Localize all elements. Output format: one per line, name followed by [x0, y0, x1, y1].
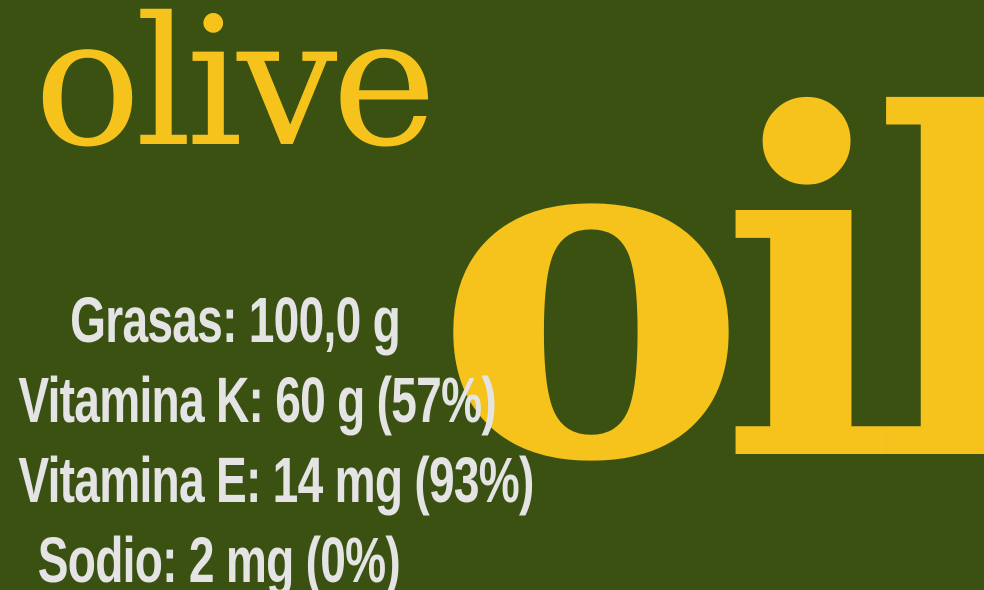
title-oil: oil: [434, 13, 984, 565]
nutrition-facts-list: Grasas: 100,0 g Vitamina K: 60 g (57%) V…: [0, 284, 534, 590]
title-olive: olive: [34, 0, 437, 186]
nutrition-sodium: Sodio: 2 mg (0%): [37, 524, 401, 590]
nutrition-vitamin-e: Vitamina E: 14 mg (93%): [18, 444, 534, 516]
nutrition-vitamin-k: Vitamina K: 60 g (57%): [18, 364, 496, 436]
nutrition-fat: Grasas: 100,0 g: [70, 284, 401, 356]
